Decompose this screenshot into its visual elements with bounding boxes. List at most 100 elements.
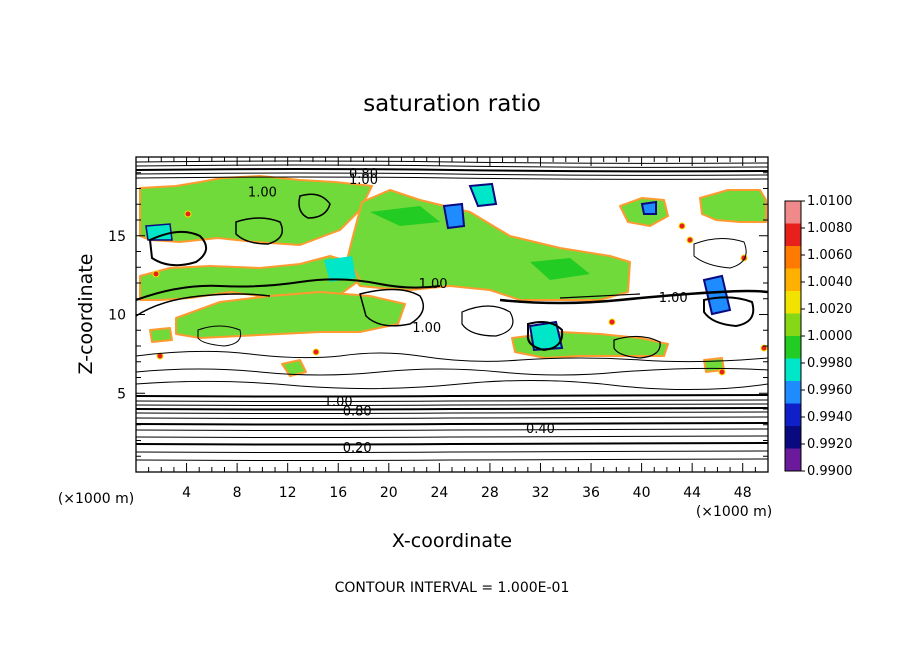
colorbar-swatch: [785, 426, 801, 449]
contour-line-bottom: [136, 407, 768, 411]
field-region-mid-left: [139, 255, 361, 301]
contour-line-bottom: [136, 411, 768, 414]
contour-lines: [136, 160, 768, 461]
contour-closed: [461, 305, 514, 337]
contour-line-bottom: [136, 399, 768, 402]
colorbar-tick-label: 1.0000: [807, 329, 853, 344]
colorbar-tick-label: 1.0080: [807, 221, 853, 236]
colorbar-tick-label: 0.9900: [807, 464, 853, 479]
contour-line-bottom: [136, 450, 768, 453]
field-region-upper-right: [699, 189, 767, 223]
colorbar-tick-label: 1.0020: [807, 302, 853, 317]
x-tick-label: 36: [582, 485, 600, 501]
contour-line-wavy: [559, 293, 641, 299]
field-region-cyan: [324, 256, 356, 282]
contour-line-bottom: [136, 435, 768, 438]
contour-line-bottom: [136, 416, 768, 419]
contour-label: 1.00: [324, 395, 353, 410]
contour-label: 1.00: [659, 291, 688, 306]
contour-label: 0.20: [343, 441, 372, 456]
field-dot: [608, 318, 616, 326]
colorbar-swatch: [785, 313, 801, 337]
contour-labels: 0.801.001.001.001.001.001.000.800.400.20: [248, 167, 688, 456]
contour-label: 1.00: [248, 186, 277, 201]
field-dot: [152, 270, 160, 278]
x-tick-label: 48: [734, 485, 752, 501]
colorbar-swatch: [785, 291, 801, 314]
contour-closed: [359, 288, 425, 327]
y-tick-label: 5: [117, 386, 126, 402]
field-dot: [718, 368, 726, 376]
colorbar-swatch: [785, 448, 801, 472]
contour-line-wavy: [136, 379, 768, 391]
colorbar-tick-label: 1.0060: [807, 248, 853, 263]
colorbar-swatch: [785, 358, 801, 382]
colorbar-tick-label: 1.0100: [807, 194, 853, 209]
field-region-blue: [442, 202, 466, 230]
contour-label: 1.00: [412, 321, 441, 336]
colorbar-swatch: [785, 201, 801, 224]
colorbar-tick-label: 1.0040: [807, 275, 853, 290]
field-region-small: [149, 327, 173, 343]
x-tick-label: 40: [633, 485, 651, 501]
contour-line-top: [136, 176, 768, 180]
contour-line-wavy: [136, 350, 768, 363]
y-axis-label: Z-coordinate: [75, 254, 97, 375]
field-dot: [678, 222, 686, 230]
colorbar-swatch: [785, 223, 801, 247]
x-tick-label: 24: [430, 485, 448, 501]
colorbar-swatch: [785, 268, 801, 292]
colorbar: 1.0100 1.0080 1.0060 1.0040 1.0020 1.0000 0.99…: [784, 194, 853, 479]
chart-title: saturation ratio: [363, 91, 541, 117]
contour-line-bottom: [136, 422, 768, 426]
contour-line-top: [136, 168, 768, 173]
field-dot: [686, 236, 694, 244]
x-unit-label: (×1000 m): [696, 504, 772, 520]
colorbar-swatch: [785, 336, 801, 359]
contour-label: 0.40: [526, 422, 555, 437]
field-region-cyan: [468, 182, 498, 208]
contour-closed: [298, 193, 331, 219]
contour-line-wavy: [499, 289, 768, 305]
contour-line-bottom: [136, 394, 768, 398]
contour-closed: [693, 238, 747, 269]
field-region-central: [344, 189, 631, 301]
field-region-blue: [640, 200, 657, 215]
colorbar-swatch: [785, 246, 801, 269]
x-tick-label: 4: [182, 485, 191, 501]
contour-closed: [148, 230, 207, 267]
contour-line-top: [136, 164, 768, 168]
field-region-small: [281, 359, 307, 377]
contour-label: 1.00: [349, 173, 378, 188]
contour-line-wavy: [136, 367, 768, 376]
contour-line-bottom: [136, 442, 768, 446]
x-tick-label: 20: [380, 485, 398, 501]
contour-line-bottom: [136, 403, 768, 406]
x-tick-label: 32: [532, 485, 550, 501]
plot-area: [136, 160, 768, 461]
x-tick-label: 44: [683, 485, 701, 501]
y-unit-label: (×1000 m): [58, 491, 134, 507]
field-dot: [312, 348, 320, 356]
contour-line-wavy: [136, 278, 441, 301]
colorbar-tick-label: 0.9920: [807, 437, 853, 452]
x-tick-label: 16: [329, 485, 347, 501]
colorbar-tick-label: 0.9980: [807, 356, 853, 371]
contour-closed: [613, 335, 661, 359]
colorbar-swatch: [785, 403, 801, 427]
contour-closed: [526, 321, 564, 352]
x-axis-label: X-coordinate: [392, 530, 512, 552]
field-region-streak: [370, 206, 440, 226]
contour-label: 0.80: [349, 167, 378, 182]
field-region-lower-left: [175, 291, 406, 339]
field-dot: [184, 210, 192, 218]
x-axis: 4 8 12 16 20 24 28 32 36 40 44 48: [148, 157, 756, 501]
x-tick-label: 8: [233, 485, 242, 501]
field-region-streak: [530, 258, 590, 280]
contour-line-bottom: [136, 458, 768, 461]
field-region-cyan: [145, 223, 173, 241]
y-axis: 5 10 15: [108, 172, 768, 457]
contour-line-bottom: [136, 428, 768, 431]
y-tick-label: 10: [108, 308, 126, 324]
contour-label: 1.00: [419, 277, 448, 292]
